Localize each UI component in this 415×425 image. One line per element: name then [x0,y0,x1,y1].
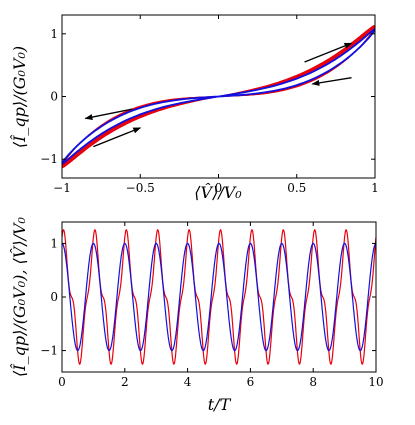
top-ticks: −1 −0.5 0 0.5 1 −1 0 1 [40,15,379,195]
bottom-x-tick-label: 6 [247,375,255,389]
bottom-y-tick-label: −1 [40,344,58,358]
top-y-tick-label: 0 [50,90,58,104]
top-y-tick-label: 1 [50,27,58,41]
top-x-tick-label: 0.5 [287,181,306,195]
top-x-tick-label: −0.5 [126,181,155,195]
bottom-ticks: 0 2 4 6 8 10 −1 0 1 [40,222,384,389]
bottom-y-tick-label: 1 [50,236,58,250]
top-x-tick-label: 1 [371,181,379,195]
bottom-panel: 0 2 4 6 8 10 −1 0 1 t/T ⟨Î_qp⟩/(G₀V₀), ⟨V̂⟩/V₀ [9,216,384,414]
bottom-voltage-line [62,242,376,352]
bottom-x-tick-label: 0 [58,375,66,389]
bottom-y-label: ⟨Î_qp⟩/(G₀V₀), ⟨V̂⟩/V₀ [9,216,29,376]
top-x-tick-label: −1 [53,181,71,195]
bottom-x-label: t/T [208,395,232,414]
top-y-tick-label: −1 [40,152,58,166]
bottom-x-tick-label: 2 [121,375,129,389]
top-blue-loop [62,28,375,165]
bottom-y-tick-label: 0 [50,290,58,304]
bottom-x-tick-label: 10 [368,375,383,389]
bottom-x-tick-label: 8 [309,375,317,389]
direction-arrow [84,108,133,121]
bottom-x-tick-label: 4 [184,375,192,389]
direction-arrow [311,77,352,86]
top-x-tick-label: 0 [215,181,223,195]
bottom-plot-area [62,229,376,365]
top-arrows [84,42,353,148]
direction-arrow [304,42,353,63]
direction-arrow [93,127,142,148]
top-y-label: ⟨Î_qp⟩/(G₀V₀) [9,46,29,148]
top-plot-area [62,24,375,169]
top-panel: −1 −0.5 0 0.5 1 −1 0 1 ⟨V̂⟩/V₀ ⟨Î_qp⟩/(G₀V₀) [9,14,379,202]
top-x-label: ⟨V̂⟩/V₀ [194,183,242,202]
bottom-current-line [62,229,376,365]
